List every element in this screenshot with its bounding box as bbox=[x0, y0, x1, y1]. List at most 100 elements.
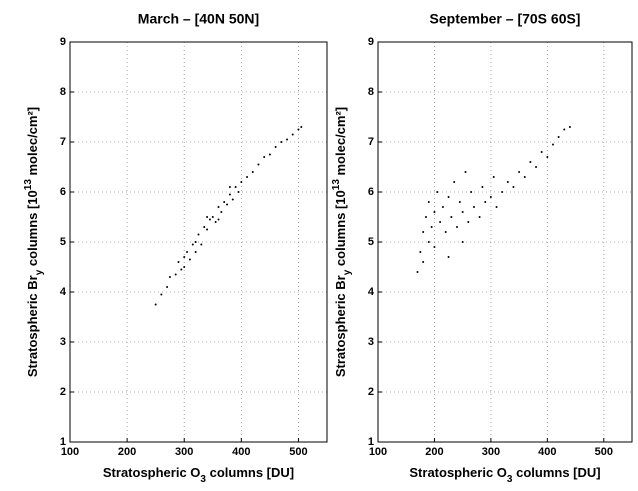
y-tick-label: 5 bbox=[60, 236, 66, 248]
point bbox=[206, 216, 209, 218]
point bbox=[200, 243, 203, 246]
point bbox=[166, 286, 169, 288]
point bbox=[422, 261, 425, 263]
point bbox=[416, 271, 419, 273]
point bbox=[231, 198, 234, 201]
point bbox=[286, 138, 289, 141]
point bbox=[518, 171, 521, 173]
point bbox=[540, 151, 543, 153]
point bbox=[492, 176, 495, 178]
point bbox=[203, 226, 206, 228]
point bbox=[183, 266, 186, 268]
point bbox=[458, 201, 461, 203]
point bbox=[439, 221, 442, 223]
point bbox=[461, 211, 464, 213]
point bbox=[427, 241, 430, 243]
y-tick-label: 6 bbox=[368, 186, 374, 198]
label-part: molec/cm²] bbox=[333, 107, 348, 179]
point bbox=[546, 156, 549, 158]
point bbox=[160, 293, 163, 296]
x-tick-label: 400 bbox=[232, 446, 250, 458]
point bbox=[481, 186, 484, 188]
point bbox=[217, 206, 220, 208]
x-tick-label: 300 bbox=[175, 446, 193, 458]
point bbox=[489, 196, 492, 198]
label-part: columns [10 bbox=[25, 190, 40, 269]
label-part: Stratospheric Br bbox=[333, 275, 348, 377]
point bbox=[188, 258, 191, 261]
point bbox=[183, 256, 186, 258]
point bbox=[234, 186, 237, 188]
point bbox=[214, 221, 217, 223]
point bbox=[194, 251, 197, 253]
point bbox=[551, 143, 554, 146]
point bbox=[228, 186, 231, 188]
point bbox=[424, 216, 427, 218]
point bbox=[512, 186, 515, 188]
y-axis-label: Stratospheric Bry columns [1013 molec/cm… bbox=[331, 107, 353, 377]
y-tick-label: 1 bbox=[368, 436, 374, 448]
point bbox=[436, 191, 439, 193]
y-tick-label: 8 bbox=[60, 86, 66, 98]
point bbox=[470, 191, 473, 193]
label-part: Stratospheric Br bbox=[25, 275, 40, 377]
point bbox=[191, 243, 194, 246]
point bbox=[484, 201, 487, 203]
point bbox=[472, 206, 475, 208]
point bbox=[478, 216, 481, 218]
y-tick-label: 1 bbox=[60, 436, 66, 448]
point bbox=[444, 231, 447, 233]
y-tick-label: 6 bbox=[60, 186, 66, 198]
label-part: columns [DU] bbox=[206, 465, 294, 480]
point bbox=[226, 203, 229, 206]
point bbox=[433, 211, 436, 213]
point bbox=[495, 206, 498, 208]
label-part: 13 bbox=[331, 179, 342, 191]
y-tick-label: 9 bbox=[368, 36, 374, 48]
plot-frame bbox=[377, 41, 633, 443]
point bbox=[529, 161, 532, 163]
label-part: 13 bbox=[23, 179, 34, 191]
y-tick-label: 2 bbox=[368, 386, 374, 398]
point bbox=[427, 201, 430, 203]
point bbox=[154, 303, 157, 306]
label-part: columns [10 bbox=[333, 190, 348, 269]
y-axis-label: Stratospheric Bry columns [1013 molec/cm… bbox=[23, 107, 45, 377]
x-tick-label: 500 bbox=[595, 446, 613, 458]
point bbox=[523, 176, 526, 178]
chart-title: March – [40N 50N] bbox=[138, 11, 259, 27]
point bbox=[263, 156, 266, 158]
label-part: 3 bbox=[200, 474, 206, 485]
label-part: Stratospheric O bbox=[409, 465, 507, 480]
point bbox=[501, 191, 504, 193]
point bbox=[217, 218, 220, 221]
x-tick-label: 200 bbox=[425, 446, 443, 458]
point bbox=[450, 216, 453, 218]
point bbox=[194, 241, 197, 243]
point bbox=[206, 228, 209, 231]
point bbox=[297, 128, 300, 131]
point bbox=[280, 141, 283, 143]
label-part: molec/cm²] bbox=[25, 107, 40, 179]
point bbox=[197, 233, 200, 236]
point bbox=[300, 126, 303, 128]
point bbox=[422, 231, 425, 233]
y-tick-label: 4 bbox=[368, 286, 375, 298]
x-tick-label: 300 bbox=[482, 446, 500, 458]
point bbox=[246, 176, 249, 178]
point bbox=[177, 261, 180, 263]
y-tick-label: 7 bbox=[60, 136, 66, 148]
label-part: columns [DU] bbox=[512, 465, 600, 480]
y-tick-label: 8 bbox=[368, 86, 374, 98]
label-part: 3 bbox=[507, 474, 513, 485]
x-tick-label: 500 bbox=[289, 446, 307, 458]
point bbox=[433, 246, 436, 248]
point bbox=[467, 221, 470, 223]
point bbox=[168, 276, 171, 278]
point bbox=[180, 268, 183, 271]
point bbox=[240, 181, 243, 183]
y-tick-label: 3 bbox=[368, 336, 374, 348]
point bbox=[506, 181, 509, 183]
panel: 100 200 300 400 500 1 2 3 4 5 6 7 8 9 September – [70S… bbox=[331, 11, 633, 485]
